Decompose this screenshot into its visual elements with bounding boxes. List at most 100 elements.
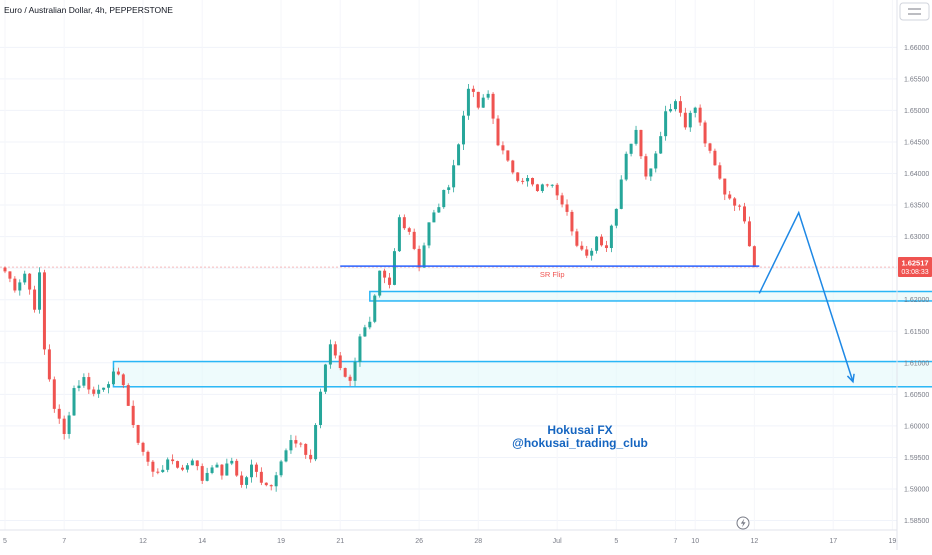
- candle-body: [506, 150, 510, 161]
- candle-body: [683, 112, 687, 128]
- candle-body: [600, 236, 604, 246]
- candle-body: [3, 267, 7, 272]
- zones: [112, 290, 932, 388]
- time-tick-label: 14: [198, 538, 206, 545]
- price-tick-label: 1.60500: [904, 392, 929, 399]
- candle-body: [412, 231, 416, 249]
- candle-body: [560, 195, 564, 205]
- candle-body: [531, 177, 535, 185]
- candle-body: [673, 101, 677, 110]
- lightning-icon[interactable]: [736, 516, 750, 530]
- candle-body: [363, 327, 367, 337]
- candle-body: [629, 143, 633, 154]
- candle-body: [240, 475, 244, 485]
- candle-body: [161, 469, 165, 472]
- candle-body: [476, 91, 480, 108]
- candle-body: [728, 194, 732, 199]
- watermark-line1: Hokusai FX: [547, 423, 612, 437]
- upper-zone: [369, 290, 932, 302]
- candle-body: [111, 371, 115, 385]
- candle-body: [146, 451, 150, 462]
- candle-body: [516, 172, 520, 181]
- time-tick-label: 7: [674, 538, 678, 545]
- candle-body: [723, 178, 727, 195]
- candle-body: [609, 225, 613, 249]
- candle-body: [82, 377, 86, 386]
- candle-body: [328, 344, 332, 365]
- candle-body: [338, 355, 342, 369]
- candle-body: [57, 408, 61, 419]
- time-tick-label: 5: [614, 538, 618, 545]
- candle-body: [136, 425, 140, 443]
- candle-body: [131, 405, 135, 426]
- candle-body: [373, 295, 377, 322]
- candle-body: [545, 184, 549, 186]
- price-tick-label: 1.61500: [904, 329, 929, 336]
- candle-body: [28, 273, 32, 290]
- candle-body: [180, 467, 184, 470]
- price-tick-label: 1.60000: [904, 423, 929, 430]
- price-tick-label: 1.59000: [904, 486, 929, 493]
- candle-body: [87, 377, 91, 390]
- candle-body: [230, 460, 234, 464]
- candle-body: [294, 440, 298, 444]
- candle-body: [733, 198, 737, 206]
- lower-zone: [112, 360, 932, 388]
- candle-body: [42, 272, 46, 350]
- candle-body: [452, 165, 456, 188]
- candle-body: [358, 336, 362, 362]
- chart-settings-icon[interactable]: [899, 2, 930, 21]
- candle-body: [38, 272, 42, 310]
- watermark-line2: @hokusai_trading_club: [512, 436, 648, 450]
- candle-body: [343, 368, 347, 377]
- candle-body: [77, 385, 81, 389]
- candle-body: [166, 459, 170, 470]
- candle-body: [590, 250, 594, 256]
- price-tick-label: 1.65000: [904, 108, 929, 115]
- time-axis[interactable]: 5 7 12 14 19 21 26 28 Jul 5 7 10 12 17 19: [3, 538, 896, 545]
- candle-body: [333, 344, 337, 356]
- candle-body: [669, 109, 673, 112]
- candle-body: [116, 371, 120, 375]
- candle-body: [269, 485, 273, 487]
- candle-body: [378, 270, 382, 296]
- candle-body: [353, 361, 357, 381]
- candle-body: [466, 88, 470, 116]
- candle-body: [309, 454, 313, 460]
- candle-body: [555, 184, 559, 196]
- candle-body: [156, 471, 160, 473]
- time-tick-label: 12: [139, 538, 147, 545]
- candle-body: [62, 418, 66, 434]
- candle-body: [220, 464, 224, 476]
- candle-body: [107, 384, 111, 388]
- candle-body: [713, 150, 717, 166]
- candle-body: [254, 464, 258, 472]
- candle-body: [457, 144, 461, 166]
- candle-body: [304, 443, 308, 455]
- price-axis[interactable]: 1.66000 1.65500 1.65000 1.64500 1.64000 1.635…: [904, 45, 929, 525]
- candle-body: [501, 145, 505, 151]
- candle-body: [259, 471, 263, 483]
- candle-body: [491, 93, 495, 119]
- current-price-badge: 1.62517 03:08:33: [898, 257, 932, 277]
- time-tick-label: 12: [750, 538, 758, 545]
- time-tick-label: 10: [691, 538, 699, 545]
- price-tick-label: 1.59500: [904, 455, 929, 462]
- projection-path: [758, 210, 854, 382]
- candle-body: [738, 205, 742, 207]
- candle-body: [437, 207, 441, 213]
- candle-body: [323, 364, 327, 392]
- time-tick-label: 19: [889, 538, 897, 545]
- candle-body: [526, 177, 530, 182]
- candle-body: [210, 467, 214, 473]
- current-price-value: 1.62517: [901, 259, 928, 268]
- candle-body: [678, 101, 682, 113]
- candle-body: [634, 129, 638, 144]
- candle-body: [151, 461, 155, 472]
- drawings: [340, 210, 855, 384]
- candle-body: [580, 245, 584, 250]
- candle-body: [693, 107, 697, 113]
- candle-body: [604, 245, 608, 249]
- candle-body: [407, 228, 411, 232]
